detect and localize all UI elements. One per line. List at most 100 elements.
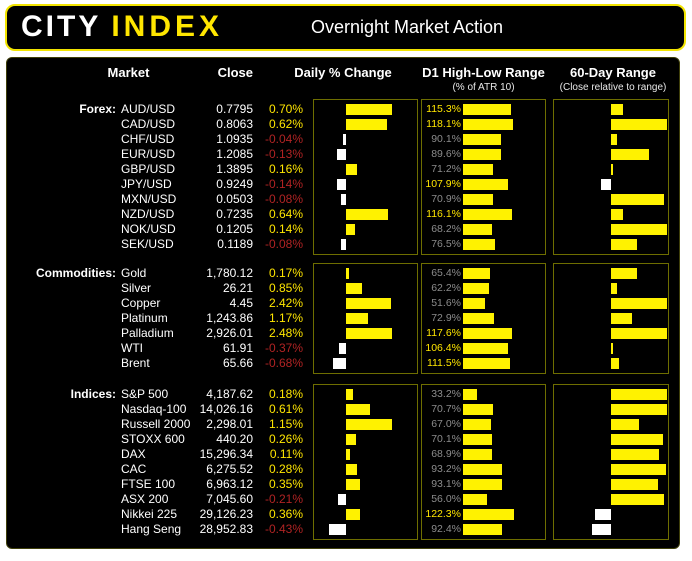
header-panel: CITY INDEX Overnight Market Action: [5, 4, 686, 51]
daily-change-value: 0.61%: [268, 402, 303, 416]
d1-range-value: 122.3%: [425, 508, 461, 520]
d1-range-bar: [463, 313, 494, 324]
table-row: ASX 200 7,045.60 -0.21% 56.0%: [7, 492, 679, 507]
daily-change-bar: [346, 389, 354, 400]
close-value: 29,126.23: [199, 507, 253, 521]
brand-city: CITY: [21, 10, 102, 43]
daily-change-bar: [346, 479, 360, 490]
table-row: NOK/USD 0.1205 0.14% 68.2%: [7, 222, 679, 237]
close-value: 14,026.16: [199, 402, 253, 416]
table-row: MXN/USD 0.0503 -0.08% 70.9%: [7, 192, 679, 207]
d1-range-bar: [463, 209, 512, 220]
market-name: NOK/USD: [121, 222, 176, 236]
market-name: Hang Seng: [121, 522, 182, 536]
table-row: Forex: AUD/USD 0.7795 0.70% 115.3%: [7, 102, 679, 117]
d1-range-bar: [463, 119, 513, 130]
close-value: 0.1189: [217, 237, 253, 251]
d1-range-value: 106.4%: [425, 342, 461, 354]
table-row: Russell 2000 2,298.01 1.15% 67.0%: [7, 417, 679, 432]
daily-change-value: -0.04%: [264, 132, 303, 146]
close-value: 1.3895: [216, 162, 253, 176]
daily-change-bar: [346, 224, 356, 235]
daily-change-value: -0.13%: [264, 147, 303, 161]
d1-range-value: 70.7%: [431, 403, 461, 415]
sixty-day-range-bar: [611, 239, 637, 250]
close-value: 1,243.86: [206, 311, 253, 325]
sixty-day-range-bar: [611, 343, 613, 354]
d1-range-bar: [463, 509, 515, 520]
daily-change-bar: [346, 449, 351, 460]
daily-change-value: 0.36%: [268, 507, 303, 521]
sixty-day-range-bar: [611, 389, 667, 400]
d1-range-bar: [463, 283, 490, 294]
column-header-market: Market: [107, 65, 150, 80]
column-header-d1-range: D1 High-Low Range: [422, 65, 545, 80]
d1-range-bar: [463, 149, 501, 160]
market-name: NZD/USD: [121, 207, 175, 221]
daily-change-bar: [328, 524, 346, 535]
market-table-panel: Market Close Daily % Change D1 High-Low …: [6, 57, 680, 549]
d1-range-value: 93.2%: [431, 463, 461, 475]
market-name: CHF/USD: [121, 132, 175, 146]
d1-range-bar: [463, 358, 510, 369]
sixty-day-range-bar: [611, 358, 619, 369]
d1-range-value: 62.2%: [431, 282, 461, 294]
page-title: Overnight Market Action: [310, 17, 504, 37]
table-row: Hang Seng 28,952.83 -0.43% 92.4%: [7, 522, 679, 537]
market-name: Russell 2000: [121, 417, 191, 431]
daily-change-value: 0.85%: [268, 281, 303, 295]
table-row: Brent 65.66 -0.68% 111.5%: [7, 356, 679, 371]
close-value: 1.2085: [216, 147, 253, 161]
close-value: 0.8063: [216, 117, 253, 131]
d1-range-value: 90.1%: [431, 133, 461, 145]
market-name: CAC: [121, 462, 147, 476]
d1-range-bar: [463, 494, 487, 505]
column-subheader-d1-range: (% of ATR 10): [452, 82, 515, 93]
d1-range-value: 70.1%: [431, 433, 461, 445]
daily-change-bar: [346, 404, 371, 415]
close-value: 0.9249: [216, 177, 253, 191]
close-value: 1,780.12: [206, 266, 253, 280]
sixty-day-range-bar: [611, 119, 667, 130]
market-name: Nikkei 225: [121, 507, 178, 521]
sixty-day-range-bar: [611, 268, 638, 279]
close-value: 6,275.52: [206, 462, 253, 476]
d1-range-value: 89.6%: [431, 148, 461, 160]
daily-change-bar: [346, 164, 357, 175]
table-row: Palladium 2,926.01 2.48% 117.6%: [7, 326, 679, 341]
d1-range-value: 33.2%: [431, 388, 461, 400]
d1-range-value: 117.6%: [426, 327, 461, 339]
close-value: 0.0503: [216, 192, 253, 206]
daily-change-value: 0.26%: [268, 432, 303, 446]
sixty-day-range-bar: [611, 404, 667, 415]
table-row: Nasdaq-100 14,026.16 0.61% 70.7%: [7, 402, 679, 417]
daily-change-value: 0.18%: [268, 387, 303, 401]
d1-range-bar: [463, 449, 492, 460]
table-row: DAX 15,296.34 0.11% 68.9%: [7, 447, 679, 462]
table-row: FTSE 100 6,963.12 0.35% 93.1%: [7, 477, 679, 492]
daily-change-bar: [337, 494, 346, 505]
table-row: Commodities: Gold 1,780.12 0.17% 65.4%: [7, 266, 679, 281]
sixty-day-range-bar: [611, 194, 665, 205]
daily-change-value: -0.08%: [264, 237, 303, 251]
daily-change-value: 0.16%: [268, 162, 303, 176]
d1-range-bar: [463, 194, 493, 205]
d1-range-value: 92.4%: [431, 523, 461, 535]
d1-range-value: 56.0%: [431, 493, 461, 505]
market-name: STOXX 600: [121, 432, 185, 446]
d1-range-value: 76.5%: [431, 238, 461, 250]
section-label: Indices:: [70, 387, 116, 401]
table-row: JPY/USD 0.9249 -0.14% 107.9%: [7, 177, 679, 192]
close-value: 61.91: [222, 341, 253, 355]
close-value: 440.20: [216, 432, 253, 446]
table-row: STOXX 600 440.20 0.26% 70.1%: [7, 432, 679, 447]
sixty-day-range-bar: [611, 149, 650, 160]
d1-range-value: 51.6%: [431, 297, 461, 309]
daily-change-bar: [346, 328, 392, 339]
table-row: Nikkei 225 29,126.23 0.36% 122.3%: [7, 507, 679, 522]
d1-range-value: 71.2%: [431, 163, 461, 175]
table-row: Platinum 1,243.86 1.17% 72.9%: [7, 311, 679, 326]
sixty-day-range-bar: [611, 209, 624, 220]
market-name: EUR/USD: [121, 147, 176, 161]
d1-range-bar: [463, 419, 492, 430]
